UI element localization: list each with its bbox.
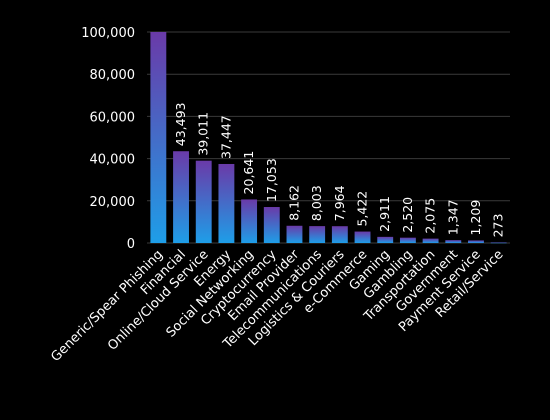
y-tick-label: 40,000 (90, 153, 136, 168)
data-label: 7,964 (332, 185, 347, 221)
data-label: 17,053 (264, 158, 279, 202)
y-tick-label: 80,000 (90, 68, 136, 83)
y-tick-label: 100,000 (81, 26, 135, 41)
category-labels: Generic/Spear PhishingFinancialOnline/Cl… (48, 247, 506, 365)
y-axis-ticks: 0 20,000 40,000 60,000 80,000 100,000 (81, 26, 135, 252)
y-tick-label: 20,000 (90, 195, 136, 210)
data-label: 2,075 (423, 198, 438, 234)
bar (263, 207, 280, 243)
data-label: 2,520 (400, 197, 415, 233)
bar (399, 237, 416, 243)
data-label: 43,493 (173, 102, 188, 146)
bar (468, 240, 484, 243)
data-label: 273 (491, 214, 506, 238)
data-label: 8,162 (286, 185, 301, 221)
data-label: 37,447 (218, 115, 233, 159)
bar (286, 225, 303, 243)
y-tick-label: 0 (127, 237, 135, 252)
bar (173, 151, 189, 243)
data-label: 5,422 (355, 191, 370, 227)
bar (422, 238, 439, 243)
bar (490, 242, 507, 244)
bar (241, 199, 258, 243)
data-label: 39,011 (196, 112, 211, 156)
data-label: 20,641 (241, 151, 256, 195)
bar (331, 226, 348, 243)
y-tick-label: 60,000 (90, 110, 136, 125)
bar (218, 163, 235, 243)
data-labels: 43,493 39,011 37,447 20,641 17,053 8,162 8,003… (173, 102, 506, 237)
bar (150, 32, 167, 243)
data-label: 2,911 (377, 196, 392, 232)
bar (195, 160, 212, 243)
data-label: 8,003 (309, 185, 324, 221)
bar (354, 231, 371, 243)
bar (309, 226, 326, 243)
bars (150, 32, 507, 244)
data-label: 1,209 (468, 200, 483, 236)
bar (377, 236, 394, 243)
data-label: 1,347 (445, 199, 460, 235)
bar (445, 240, 462, 243)
